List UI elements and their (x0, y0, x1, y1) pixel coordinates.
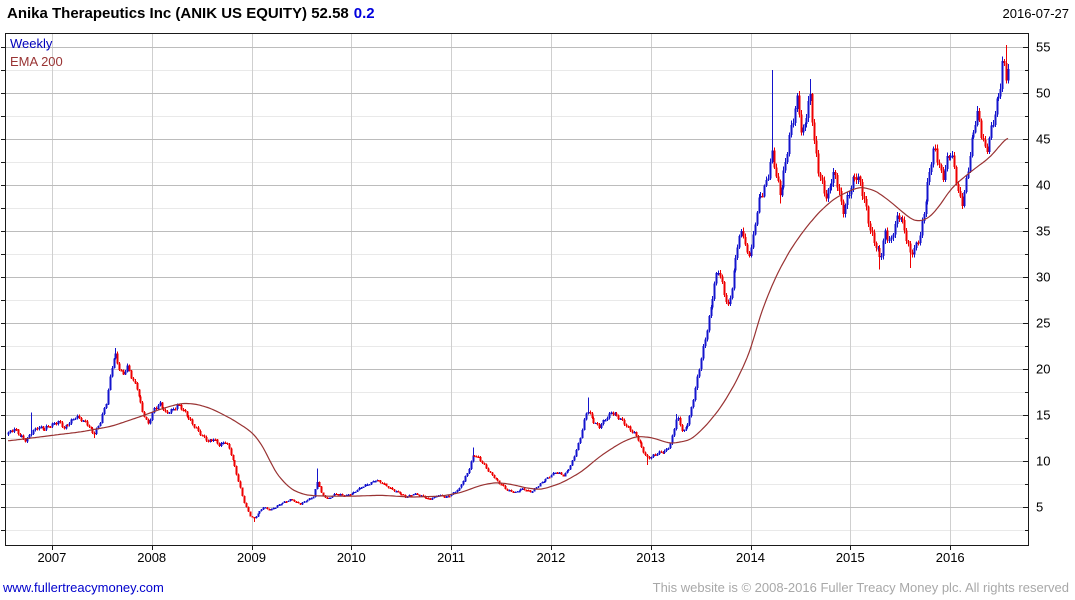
x-axis-tick-label: 2013 (636, 550, 665, 565)
y-axis-tick-label: 45 (1036, 131, 1050, 146)
ema-legend-label: EMA 200 (10, 54, 63, 69)
chart-legend: Weekly EMA 200 (10, 35, 63, 71)
ema-line (7, 137, 1009, 498)
y-axis-tick-label: 25 (1036, 316, 1050, 331)
y-axis-tick-label: 15 (1036, 408, 1050, 423)
instrument-title: Anika Therapeutics Inc (ANIK US EQUITY) … (7, 5, 349, 22)
y-axis-tick-label: 10 (1036, 454, 1050, 469)
x-axis-tick-label: 2014 (736, 550, 765, 565)
y-axis-tick-label: 40 (1036, 177, 1050, 192)
chart-title: Anika Therapeutics Inc (ANIK US EQUITY) … (7, 5, 375, 22)
y-axis-tick-label: 35 (1036, 224, 1050, 239)
x-axis-tick-label: 2012 (536, 550, 565, 565)
copyright-text: This website is © 2008-2016 Fuller Treac… (652, 580, 1069, 595)
gridlines (5, 33, 1028, 545)
weekly-candles (7, 45, 1010, 522)
x-axis-tick-label: 2016 (936, 550, 965, 565)
chart-date: 2016-07-27 (1002, 6, 1070, 21)
axis-ticks (1, 33, 1029, 550)
axis-labels: 5 10 15 20 25 30 35 40 45 50 55 2007 2008 2009 2010 201… (37, 39, 1050, 565)
y-axis-tick-label: 5 (1036, 500, 1043, 515)
price-change: 0.2 (353, 5, 375, 22)
website-link[interactable]: www.fullertreacymoney.com (3, 580, 164, 595)
y-axis-tick-label: 20 (1036, 362, 1050, 377)
y-axis-tick-label: 50 (1036, 85, 1050, 100)
y-axis-tick-label: 30 (1036, 270, 1050, 285)
x-axis-tick-label: 2010 (337, 550, 366, 565)
x-axis-tick-label: 2007 (37, 550, 66, 565)
x-axis-tick-label: 2011 (437, 550, 465, 565)
series-interval-label: Weekly (10, 36, 53, 51)
x-axis-tick-label: 2015 (836, 550, 865, 565)
y-axis-tick-label: 55 (1036, 39, 1050, 54)
x-axis-tick-label: 2008 (137, 550, 166, 565)
x-axis-tick-label: 2009 (237, 550, 266, 565)
